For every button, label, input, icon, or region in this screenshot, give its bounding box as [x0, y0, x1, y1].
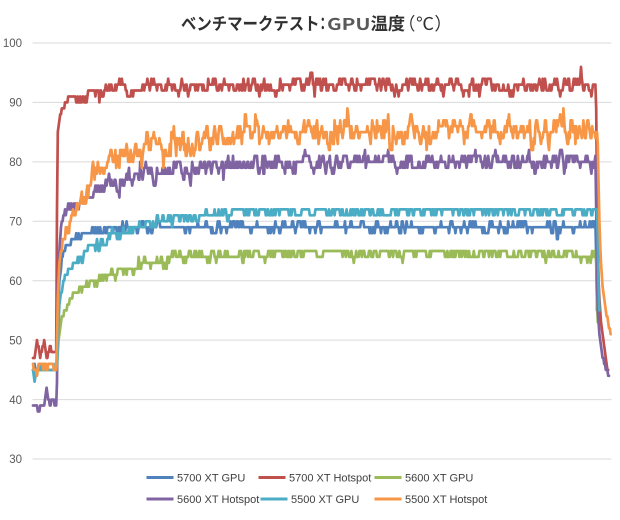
svg-text:70: 70: [9, 217, 22, 229]
svg-text:5600 XT Hotspot: 5600 XT Hotspot: [177, 494, 259, 506]
svg-text:5700 XT GPU: 5700 XT GPU: [177, 472, 245, 484]
svg-text:80: 80: [9, 157, 22, 169]
svg-text:40: 40: [9, 395, 22, 407]
svg-text:5600 XT GPU: 5600 XT GPU: [405, 472, 473, 484]
svg-text:60: 60: [9, 276, 22, 288]
svg-text:5500 XT GPU: 5500 XT GPU: [291, 494, 359, 506]
svg-text:90: 90: [9, 98, 22, 110]
svg-text:5500 XT Hotspot: 5500 XT Hotspot: [405, 494, 487, 506]
svg-text:50: 50: [9, 335, 22, 347]
svg-text:5700 XT Hotspot: 5700 XT Hotspot: [289, 472, 371, 484]
svg-text:100: 100: [3, 38, 22, 50]
svg-text:30: 30: [9, 454, 22, 466]
